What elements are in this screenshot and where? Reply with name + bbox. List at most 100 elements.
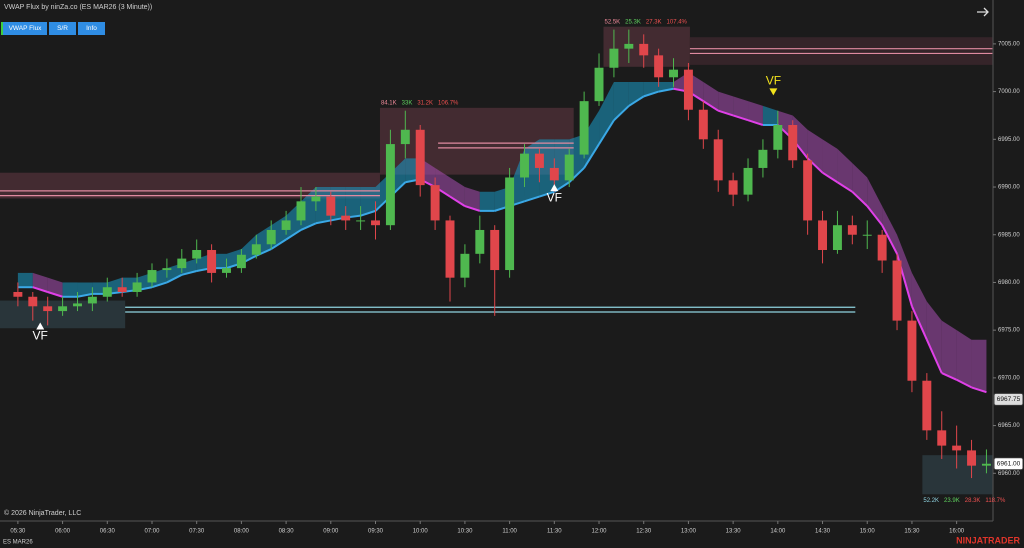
y-tick-label: 6975.00 [998,328,1020,334]
chart-title: VWAP Flux by ninZa.co (ES MAR26 (3 Minut… [4,4,152,11]
vwap-band [47,277,63,297]
vwap-line [925,339,943,374]
vwap-line [166,273,183,284]
signal-arrow [550,184,559,192]
vwap-band [897,234,912,307]
x-tick-label: 10:00 [413,529,429,535]
toolbar-button[interactable] [49,22,76,35]
x-tick-label: 15:00 [860,529,876,535]
candle-body [877,234,887,261]
candle-body [445,220,455,278]
y-tick-label: 7000.00 [998,89,1020,95]
x-tick-label: 09:00 [323,529,339,535]
x-tick-label: 08:30 [279,529,295,535]
candle-body [505,177,515,271]
vwap-line [747,119,764,126]
vwap-band [748,101,763,126]
price-marker-label: 6967.75 [997,396,1021,403]
vwap-band [32,272,48,292]
candle-body [609,48,619,68]
vwap-line [881,224,898,255]
vwap-band [882,206,898,254]
y-tick-label: 6980.00 [998,280,1020,286]
vwap-line [866,205,883,226]
vwap-band [703,82,719,111]
candle-body [341,215,351,221]
vwap-band [971,339,987,393]
candle-body [87,296,97,304]
candle-body [713,139,723,181]
candle-body [43,306,53,312]
zone-label: 25.3K [625,19,641,25]
vwap-line [732,114,749,122]
x-tick-label: 11:00 [502,529,517,535]
zone-label: 31.2K [417,100,433,106]
candle-body [683,69,693,110]
vwap-band [17,272,33,288]
vwap-band [628,82,644,106]
vwap-band [360,187,376,216]
candle-body [534,153,544,168]
candle-body [356,220,366,222]
signal-label: VF [766,74,781,88]
vwap-line [658,87,674,93]
candle-body [907,320,917,381]
vwap-band [464,187,480,211]
candle-body [922,380,932,431]
x-tick-label: 07:00 [144,529,160,535]
vwap-band [807,129,823,173]
vwap-band [852,163,868,207]
vwap-band [837,148,853,192]
x-tick-label: 13:00 [681,529,697,535]
x-tick-label: 14:30 [815,529,831,535]
zone-label: 106.7% [438,100,459,106]
candle-body [385,144,395,226]
x-tick-label: 10:30 [457,529,473,535]
vwap-line [643,90,659,98]
vwap-band [62,282,78,297]
x-tick-label: 12:30 [636,529,652,535]
vwap-band [613,82,629,121]
toolbar-button[interactable] [78,22,105,35]
vwap-line [836,181,853,193]
vwap-line [628,95,645,107]
toolbar-button-label[interactable]: Info [86,25,97,32]
candle-body [102,287,112,297]
zone [689,37,993,65]
signal-arrow [769,88,778,96]
candle-body [773,125,783,150]
vwap-line [971,386,987,394]
candle-body [594,67,604,102]
candle-body [490,229,500,271]
vwap-band [911,272,927,340]
x-tick-label: 15:30 [904,529,920,535]
candle-body [520,153,529,178]
candle-body [147,270,157,283]
candle-body [832,225,842,251]
candle-body [460,253,470,278]
candle-body [251,244,261,255]
zone-label: 23.9K [944,498,960,504]
candle-body [177,258,187,269]
vwap-band [867,177,883,226]
vwap-line [583,143,600,169]
candle-body [192,250,202,259]
x-tick-label: 14:00 [770,529,786,535]
instrument: ES MAR26 [3,540,33,546]
toolbar-button[interactable] [3,22,47,35]
plot: 84.1K 33K 31.2K 106.7% 52.5K 25.3K 27.3K 107.4%… [0,19,1006,504]
vwap-band [450,177,465,207]
x-tick-label: 12:00 [592,529,608,535]
vwap-line [539,190,555,198]
zone-label: 27.3K [646,19,662,25]
candle-body [892,260,902,321]
toolbar-button-label[interactable]: VWAP Flux [9,25,43,32]
vwap-line [524,195,540,203]
toolbar-button-label[interactable]: S/R [57,25,68,32]
candle-body [207,250,217,273]
vwap-line [449,195,466,207]
candle-body [818,220,828,251]
vwap-line [315,219,331,225]
